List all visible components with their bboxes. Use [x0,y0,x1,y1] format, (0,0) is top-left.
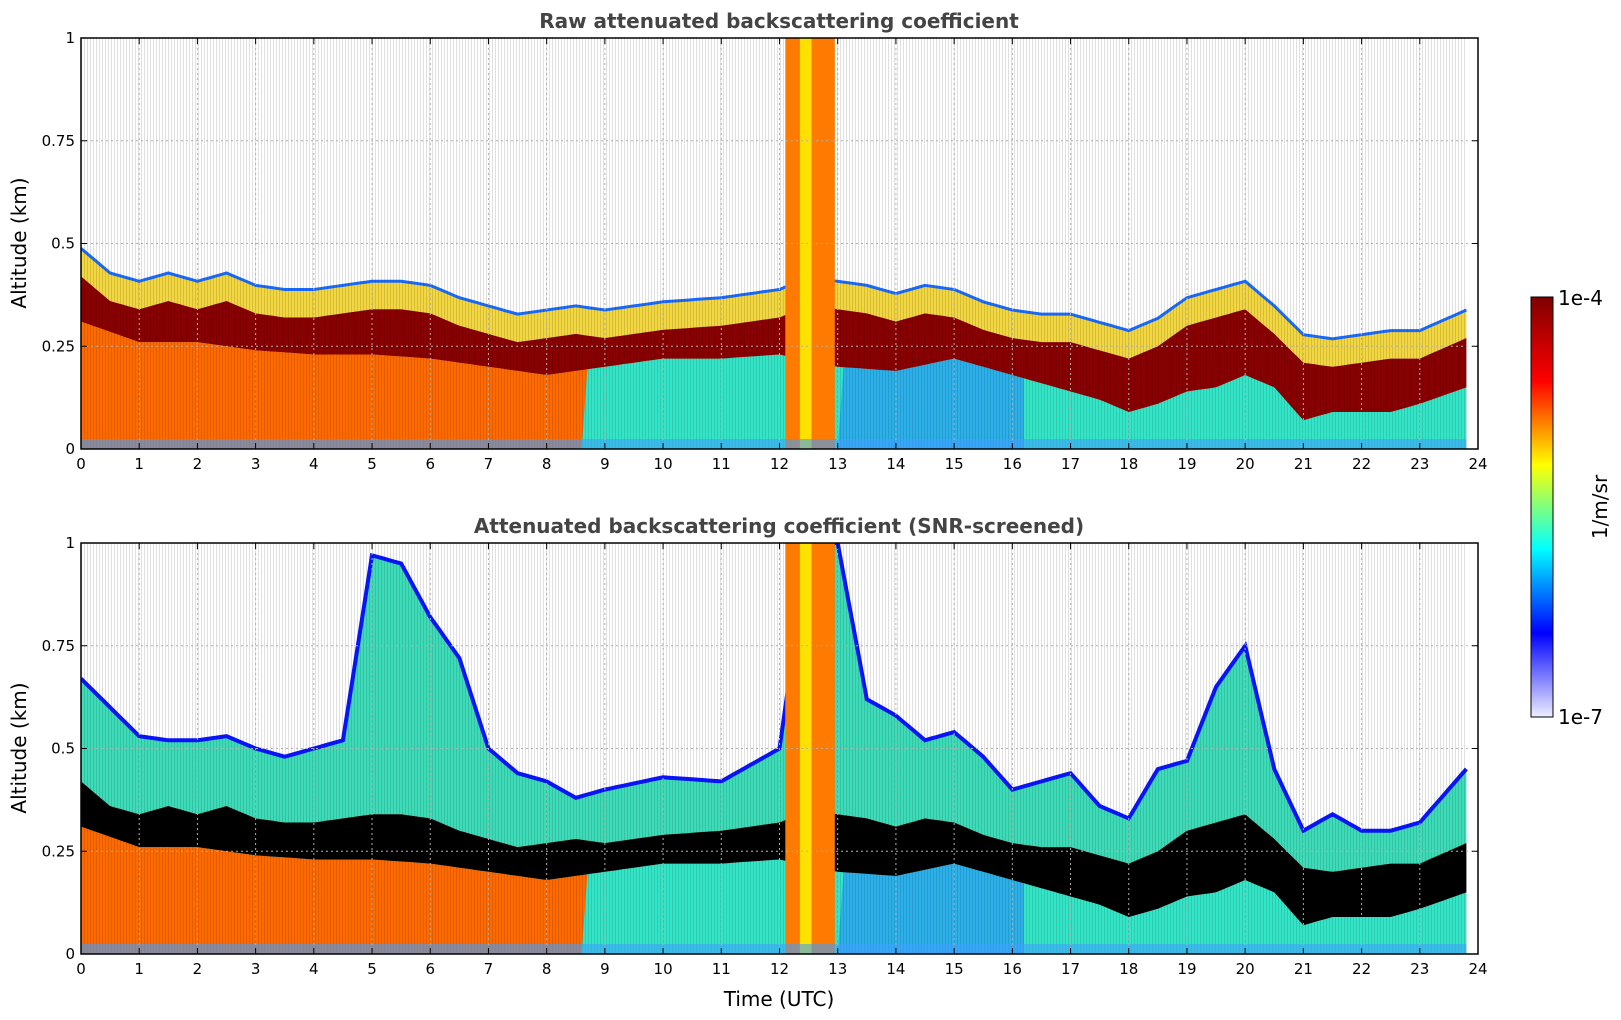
x-tick-label: 7 [484,960,494,978]
x-tick-label: 13 [828,960,847,978]
colorbar: 1e-4 1e-7 1/m/sr [1530,286,1612,729]
x-tick-label: 11 [712,455,731,473]
x-tick-label: 23 [1410,960,1429,978]
x-tick-label: 5 [367,960,377,978]
x-tick-label: 2 [193,455,203,473]
x-tick-label: 24 [1468,960,1487,978]
x-tick-label: 21 [1294,455,1313,473]
y-tick-label: 0.75 [42,637,75,655]
x-tick-label: 21 [1294,960,1313,978]
x-tick-label: 11 [712,960,731,978]
panel-raw-backscatter: Raw attenuated backscattering coefficien… [7,9,1488,473]
colorbar-gradient [1530,296,1554,718]
y-tick-label: 0.75 [42,132,75,150]
x-tick-label: 9 [600,455,610,473]
x-tick-label: 18 [1119,455,1138,473]
x-tick-label: 12 [770,960,789,978]
profile-texture [81,38,1467,449]
x-tick-label: 22 [1352,455,1371,473]
x-tick-label: 10 [654,455,673,473]
x-tick-label: 23 [1410,455,1429,473]
x-tick-label: 15 [945,960,964,978]
surface-strip [81,439,1467,449]
x-tick-label: 3 [251,960,261,978]
y-tick-label: 0 [65,440,75,458]
x-tick-label: 14 [886,960,905,978]
x-tick-label: 2 [193,960,203,978]
cloud-column-core [799,38,812,449]
x-tick-label: 17 [1061,960,1080,978]
x-tick-label: 8 [542,960,552,978]
gridlines [81,38,1478,449]
y-tick-label: 0 [65,945,75,963]
x-tick-label: 19 [1177,960,1196,978]
x-tick-label: 4 [309,455,319,473]
x-tick-label: 20 [1236,455,1255,473]
x-tick-label: 6 [425,455,435,473]
y-tick-label: 0.25 [42,337,75,355]
panel-title: Attenuated backscattering coefficient (S… [474,514,1084,538]
y-tick-label: 1 [65,29,75,47]
y-axis-label: Altitude (km) [7,682,31,813]
x-axis-ticks: 0 1 2 3 4 5 6 7 8 9 10 11 12 13 14 15 16 17 18 19 20 21 22 23 24 [76,38,1488,473]
x-tick-label: 20 [1236,960,1255,978]
x-axis-label: Time (UTC) [723,987,835,1011]
colorbar-max-label: 1e-4 [1558,286,1603,310]
panel-title: Raw attenuated backscattering coefficien… [539,9,1019,33]
surface-strip [81,944,1467,954]
x-tick-label: 5 [367,455,377,473]
x-tick-label: 19 [1177,455,1196,473]
x-tick-label: 1 [134,960,144,978]
x-tick-label: 12 [770,455,789,473]
cloud-column-core [799,543,812,954]
x-tick-label: 17 [1061,455,1080,473]
x-tick-label: 15 [945,455,964,473]
colorbar-min-label: 1e-7 [1558,705,1603,729]
x-tick-label: 0 [76,960,86,978]
x-tick-label: 7 [484,455,494,473]
y-tick-label: 0.5 [51,235,75,253]
x-tick-label: 18 [1119,960,1138,978]
x-tick-label: 0 [76,455,86,473]
y-tick-label: 0.25 [42,842,75,860]
x-axis-ticks: 0 1 2 3 4 5 6 7 8 9 10 11 12 13 14 15 16 17 18 19 20 21 22 23 24 [76,543,1488,978]
x-tick-label: 16 [1003,455,1022,473]
x-tick-label: 14 [886,455,905,473]
y-tick-label: 0.5 [51,740,75,758]
x-tick-label: 1 [134,455,144,473]
x-tick-label: 3 [251,455,261,473]
x-tick-label: 16 [1003,960,1022,978]
colorbar-unit-label: 1/m/sr [1588,474,1612,539]
y-axis-ticks: 0 0.25 0.5 0.75 1 [42,29,1478,458]
gridlines [81,543,1478,954]
y-axis-ticks: 0 0.25 0.5 0.75 1 [42,534,1478,963]
panel-snr-screened-backscatter: Attenuated backscattering coefficient (S… [7,514,1488,1011]
x-tick-label: 10 [654,960,673,978]
y-axis-label: Altitude (km) [7,177,31,308]
profile-texture [81,543,1467,954]
y-tick-label: 1 [65,534,75,552]
x-tick-label: 22 [1352,960,1371,978]
x-tick-label: 24 [1468,455,1487,473]
x-tick-label: 6 [425,960,435,978]
x-tick-label: 4 [309,960,319,978]
x-tick-label: 9 [600,960,610,978]
x-tick-label: 13 [828,455,847,473]
x-tick-label: 8 [542,455,552,473]
